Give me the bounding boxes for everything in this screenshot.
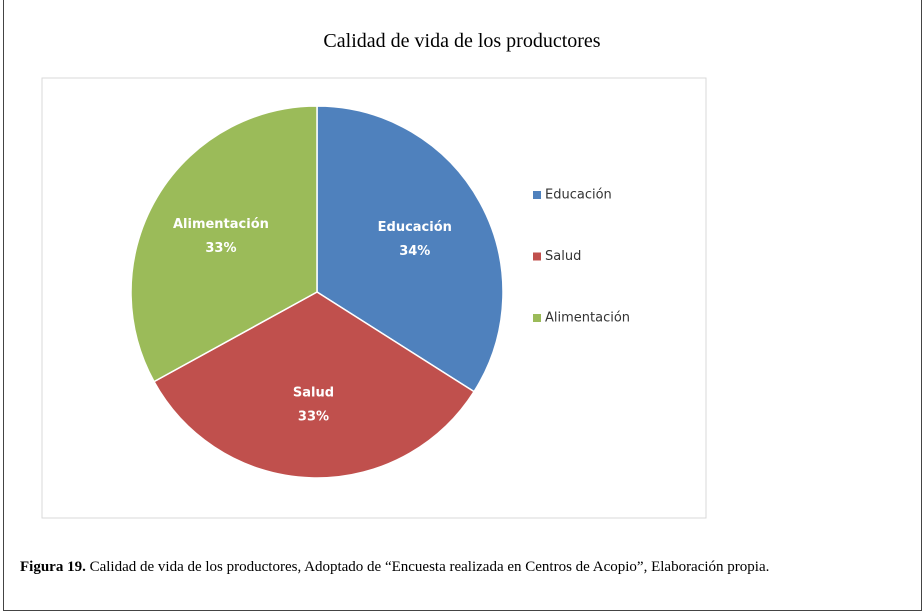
legend-label: Salud bbox=[545, 249, 581, 264]
caption-text: Calidad de vida de los productores, Adop… bbox=[89, 559, 770, 575]
slice-label-value: 33% bbox=[205, 241, 236, 256]
caption: Figura 19. Calidad de vida de los produc… bbox=[20, 552, 915, 582]
slice-label-value: 34% bbox=[399, 244, 430, 259]
slice-label-name: Alimentación bbox=[173, 217, 269, 232]
legend-swatch bbox=[533, 191, 541, 199]
chart-title: Calidad de vida de los productores bbox=[323, 30, 600, 52]
legend-label: Alimentación bbox=[545, 311, 630, 326]
pie-slice bbox=[152, 291, 476, 479]
figure-frame bbox=[3, 0, 922, 611]
legend-swatch bbox=[533, 314, 541, 322]
slice-label-name: Salud bbox=[293, 386, 334, 401]
slice-label-name: Educación bbox=[378, 220, 452, 235]
pie-slice bbox=[316, 105, 504, 393]
legend-swatch bbox=[533, 252, 541, 261]
caption-label: Figura 19. bbox=[20, 559, 86, 575]
pie-slice bbox=[130, 105, 318, 383]
slice-label-value: 33% bbox=[298, 410, 329, 425]
legend-label: Educación bbox=[545, 188, 612, 203]
